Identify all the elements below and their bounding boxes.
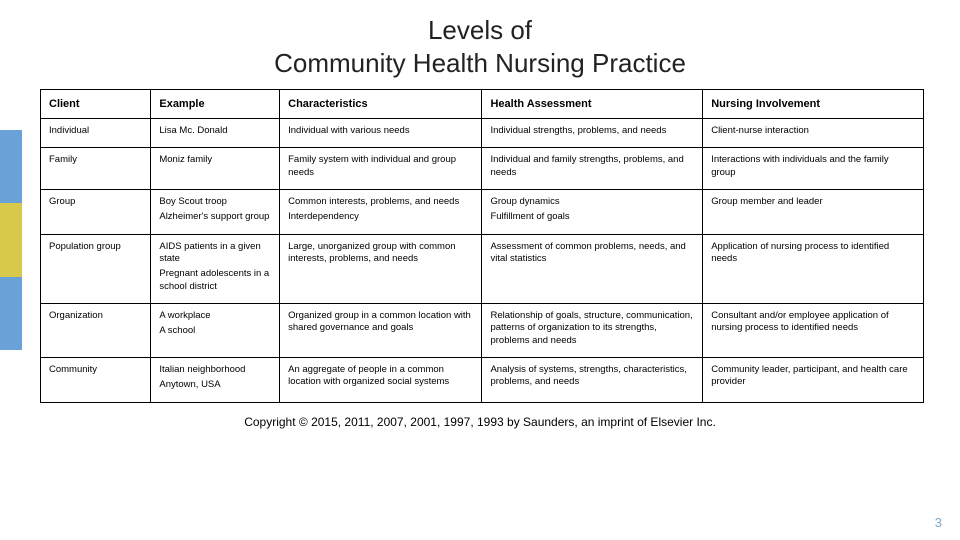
cell-client: Family <box>41 148 151 190</box>
cell-assessment: Individual and family strengths, problem… <box>482 148 703 190</box>
table-row: IndividualLisa Mc. DonaldIndividual with… <box>41 119 924 148</box>
title-line-1: Levels of <box>0 14 960 47</box>
cell-client: Population group <box>41 234 151 303</box>
cell-involvement: Interactions with individuals and the fa… <box>703 148 924 190</box>
cell-characteristics: An aggregate of people in a common locat… <box>280 358 482 403</box>
cell-involvement: Group member and leader <box>703 190 924 235</box>
accent-segment-3 <box>0 277 22 350</box>
col-header-assessment: Health Assessment <box>482 90 703 119</box>
table-row: Population groupAIDS patients in a given… <box>41 234 924 303</box>
cell-client: Community <box>41 358 151 403</box>
col-header-client: Client <box>41 90 151 119</box>
cell-involvement: Application of nursing process to identi… <box>703 234 924 303</box>
cell-assessment: Group dynamicsFulfillment of goals <box>482 190 703 235</box>
cell-example: Italian neighborhoodAnytown, USA <box>151 358 280 403</box>
cell-assessment: Individual strengths, problems, and need… <box>482 119 703 148</box>
cell-involvement: Client-nurse interaction <box>703 119 924 148</box>
cell-characteristics: Large, unorganized group with common int… <box>280 234 482 303</box>
cell-example: AIDS patients in a given statePregnant a… <box>151 234 280 303</box>
cell-example: A workplaceA school <box>151 304 280 358</box>
cell-example: Moniz family <box>151 148 280 190</box>
cell-assessment: Assessment of common problems, needs, an… <box>482 234 703 303</box>
cell-assessment: Analysis of systems, strengths, characte… <box>482 358 703 403</box>
levels-table: Client Example Characteristics Health As… <box>40 89 924 403</box>
table-row: OrganizationA workplaceA schoolOrganized… <box>41 304 924 358</box>
cell-assessment: Relationship of goals, structure, commun… <box>482 304 703 358</box>
cell-involvement: Consultant and/or employee application o… <box>703 304 924 358</box>
cell-client: Group <box>41 190 151 235</box>
table-row: FamilyMoniz familyFamily system with ind… <box>41 148 924 190</box>
col-header-involvement: Nursing Involvement <box>703 90 924 119</box>
table-body: IndividualLisa Mc. DonaldIndividual with… <box>41 119 924 403</box>
cell-example: Boy Scout troopAlzheimer's support group <box>151 190 280 235</box>
cell-client: Individual <box>41 119 151 148</box>
col-header-characteristics: Characteristics <box>280 90 482 119</box>
title-line-2: Community Health Nursing Practice <box>0 47 960 80</box>
col-header-example: Example <box>151 90 280 119</box>
accent-bar <box>0 130 22 350</box>
cell-characteristics: Family system with individual and group … <box>280 148 482 190</box>
cell-involvement: Community leader, participant, and healt… <box>703 358 924 403</box>
table-row: CommunityItalian neighborhoodAnytown, US… <box>41 358 924 403</box>
table-header-row: Client Example Characteristics Health As… <box>41 90 924 119</box>
cell-example: Lisa Mc. Donald <box>151 119 280 148</box>
levels-table-container: Client Example Characteristics Health As… <box>40 89 924 403</box>
cell-characteristics: Organized group in a common location wit… <box>280 304 482 358</box>
copyright-text: Copyright © 2015, 2011, 2007, 2001, 1997… <box>0 415 960 429</box>
page-number: 3 <box>935 515 942 530</box>
slide-title: Levels of Community Health Nursing Pract… <box>0 0 960 89</box>
cell-characteristics: Individual with various needs <box>280 119 482 148</box>
cell-characteristics: Common interests, problems, and needsInt… <box>280 190 482 235</box>
accent-segment-2 <box>0 203 22 276</box>
table-row: GroupBoy Scout troopAlzheimer's support … <box>41 190 924 235</box>
cell-client: Organization <box>41 304 151 358</box>
accent-segment-1 <box>0 130 22 203</box>
